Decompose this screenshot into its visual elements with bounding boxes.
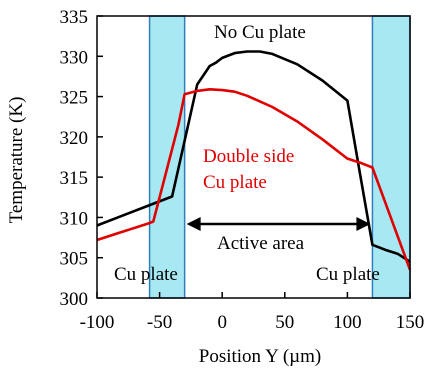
annotation-active-area: Active area [217,233,305,254]
annotation-cu-plate-red: Cu plate [203,172,267,193]
y-tick-label: 305 [60,249,89,270]
annotation-cu-plate-right: Cu plate [316,264,380,285]
x-tick-label: -50 [147,312,172,333]
x-tick-label: 50 [275,312,294,333]
x-tick-label: -100 [80,312,115,333]
y-tick-label: 315 [60,168,89,189]
arrow-head-right [356,217,371,231]
series-layer [96,50,412,271]
y-tick-label: 325 [60,88,89,109]
y-tick-label: 335 [60,7,89,28]
annotation-cu-plate-left: Cu plate [114,264,178,285]
y-tick-label: 310 [60,208,89,229]
series-line-0 [96,50,411,263]
x-tick-label: 150 [396,312,425,333]
shaded-region-0 [148,15,186,299]
y-tick-label: 320 [60,128,89,149]
series-line-1 [96,88,412,271]
y-tick-label: 330 [60,47,89,68]
x-tick-label: 0 [217,312,227,333]
plot-frame [96,15,411,299]
axis-ticks: -100 -50 0 50 100 150 300 305 310 315 320 325 330 335 [60,7,425,333]
x-tick-label: 100 [333,312,362,333]
arrow-head-left [186,217,201,231]
y-tick-label: 300 [60,289,89,310]
annotation-double-side: Double side [203,146,294,167]
x-axis-title: Position Y (µm) [199,346,322,367]
annotation-no-cu-plate: No Cu plate [214,22,306,43]
y-axis-title: Temperature (K) [6,97,27,224]
